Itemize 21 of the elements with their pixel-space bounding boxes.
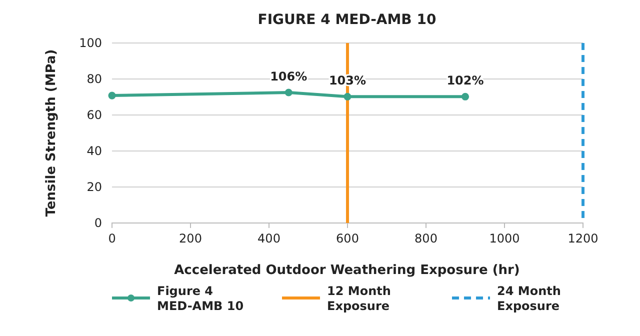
x-tick-label: 200: [179, 232, 202, 246]
y-tick-label: 100: [79, 36, 102, 50]
y-axis-title: Tensile Strength (MPa): [44, 49, 59, 217]
legend-label: 12 Month Exposure: [327, 284, 391, 313]
x-tick-label: 1200: [568, 232, 598, 246]
y-tick-label: 40: [86, 144, 102, 158]
legend-label: Figure 4 MED-AMB 10: [157, 284, 244, 313]
y-tick-label: 20: [86, 180, 102, 194]
y-tick-label: 0: [94, 216, 102, 230]
chart-title: FIGURE 4 MED-AMB 10: [258, 12, 436, 28]
x-tick-label: 400: [258, 232, 280, 246]
y-tick-label: 60: [86, 108, 102, 122]
annotation: 102%: [446, 74, 484, 88]
x-tick-label: 800: [414, 232, 438, 246]
x-axis-title: Accelerated Outdoor Weathering Exposure (hr): [174, 263, 520, 278]
y-tick-label: 80: [86, 72, 102, 86]
legend-label: 24 Month Exposure: [497, 284, 561, 313]
x-tick-label: 1000: [489, 232, 520, 246]
annotation: 106%: [270, 70, 308, 84]
x-tick-label: 600: [336, 232, 359, 246]
x-tick-label: 0: [108, 232, 116, 246]
